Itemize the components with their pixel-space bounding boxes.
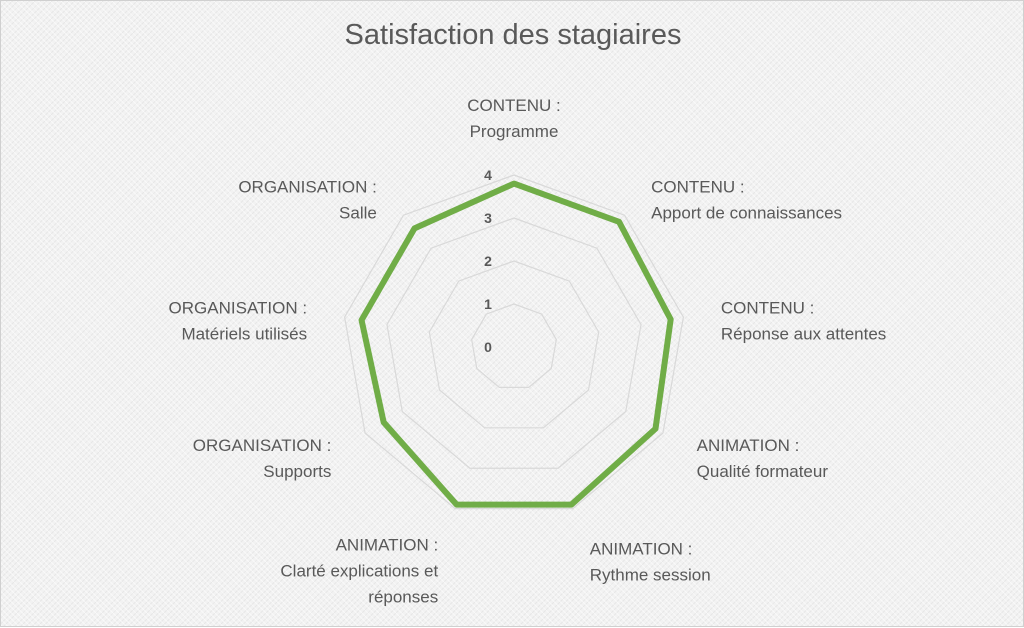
grid-ring bbox=[386, 217, 642, 469]
category-label: Salle bbox=[339, 204, 377, 223]
data-point bbox=[413, 227, 415, 229]
category-label: réponses bbox=[368, 588, 438, 607]
category-label: Programme bbox=[470, 122, 559, 141]
data-point bbox=[383, 421, 385, 423]
tick-label: 4 bbox=[484, 167, 492, 183]
grid-ring bbox=[343, 174, 685, 510]
category-label: ANIMATION : bbox=[590, 540, 693, 559]
tick-label: 0 bbox=[484, 339, 492, 355]
category-label: Apport de connaissances bbox=[651, 204, 842, 223]
data-point bbox=[618, 221, 620, 223]
data-point bbox=[670, 318, 672, 320]
category-label: ANIMATION : bbox=[697, 436, 800, 455]
category-label: ORGANISATION : bbox=[169, 299, 308, 318]
category-label: CONTENU : bbox=[651, 178, 745, 197]
category-label: Réponse aux attentes bbox=[721, 325, 886, 344]
category-label: CONTENU : bbox=[467, 96, 561, 115]
grid-ring bbox=[428, 260, 600, 429]
category-label: Supports bbox=[263, 462, 331, 481]
data-point bbox=[570, 504, 572, 506]
data-point bbox=[513, 183, 515, 185]
category-label: Qualité formateur bbox=[697, 462, 829, 481]
series-layer bbox=[358, 180, 674, 508]
category-labels: CONTENU : Programme CONTENU : Apport de con… bbox=[169, 96, 887, 607]
tick-label: 1 bbox=[484, 296, 492, 312]
category-label: CONTENU : bbox=[721, 299, 815, 318]
category-label: Matériels utilisés bbox=[181, 325, 307, 344]
category-label: Clarté explications et bbox=[280, 562, 438, 581]
tick-label: 3 bbox=[484, 210, 492, 226]
tick-labels: 0 1 2 3 4 bbox=[484, 167, 492, 355]
chart-title: Satisfaction des stagiaires bbox=[344, 19, 682, 51]
data-point bbox=[361, 319, 363, 321]
category-label: ORGANISATION : bbox=[238, 178, 377, 197]
data-point bbox=[655, 428, 657, 430]
series-line bbox=[358, 180, 674, 508]
grid-ring bbox=[471, 303, 557, 389]
category-label: Rythme session bbox=[590, 566, 711, 585]
data-point bbox=[456, 504, 458, 506]
category-label: ANIMATION : bbox=[336, 536, 439, 555]
category-label: ORGANISATION : bbox=[193, 436, 332, 455]
radar-grid bbox=[343, 174, 685, 510]
tick-label: 2 bbox=[484, 253, 492, 269]
